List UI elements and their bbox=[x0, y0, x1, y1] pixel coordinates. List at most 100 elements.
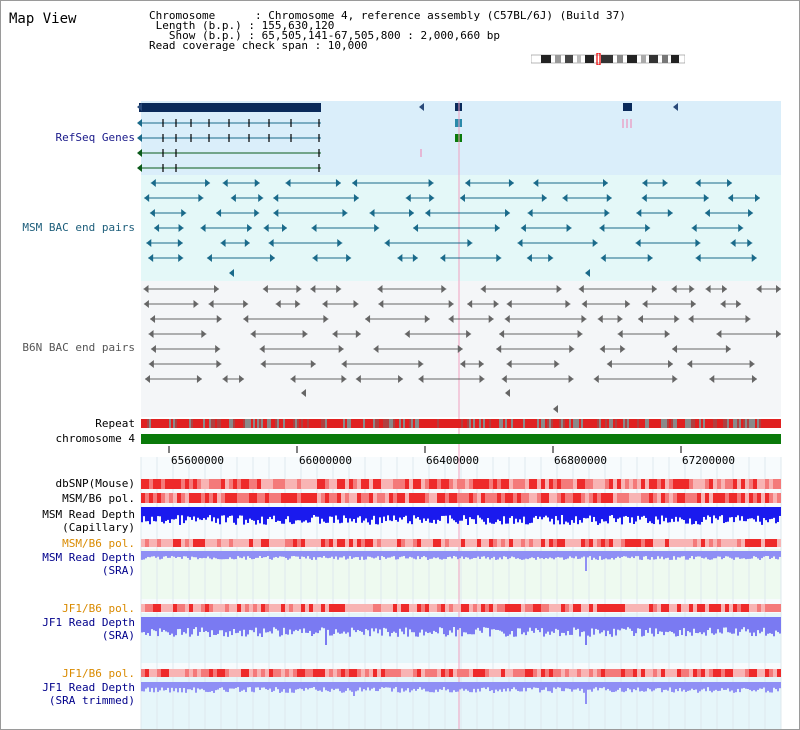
msm-bac-end-marker bbox=[150, 179, 156, 187]
read-depth-bar bbox=[641, 551, 643, 560]
repeat-mark bbox=[237, 419, 239, 428]
read-depth-bar bbox=[227, 682, 229, 693]
repeat-mark bbox=[255, 419, 257, 428]
polymorphism-mark bbox=[697, 604, 701, 612]
read-depth-bar bbox=[547, 617, 549, 632]
polymorphism-mark bbox=[457, 479, 461, 489]
read-depth-bar bbox=[691, 617, 693, 636]
polymorphism-mark bbox=[329, 669, 333, 677]
read-depth-bar bbox=[641, 507, 643, 517]
read-depth-bar bbox=[767, 507, 769, 523]
read-depth-bar bbox=[391, 617, 393, 633]
polymorphism-mark bbox=[777, 539, 781, 547]
read-depth-bar bbox=[143, 551, 145, 560]
read-depth-bar bbox=[757, 551, 759, 559]
read-depth-bar bbox=[223, 507, 225, 516]
polymorphism-mark bbox=[357, 604, 361, 612]
polymorphism-mark bbox=[661, 669, 665, 677]
polymorphism-mark bbox=[713, 604, 717, 612]
polymorphism-mark bbox=[513, 479, 517, 489]
read-depth-bar bbox=[315, 617, 317, 633]
polymorphism-mark bbox=[685, 604, 689, 612]
read-depth-bar bbox=[655, 507, 657, 517]
repeat-mark bbox=[245, 419, 247, 428]
read-depth-bar bbox=[441, 551, 443, 560]
repeat-mark bbox=[569, 419, 571, 428]
repeat-mark bbox=[493, 419, 495, 428]
polymorphism-mark bbox=[713, 479, 717, 489]
read-depth-bar bbox=[455, 682, 457, 692]
read-depth-bar bbox=[479, 682, 481, 692]
read-depth-bar bbox=[635, 617, 637, 634]
read-depth-bar bbox=[669, 551, 671, 560]
polymorphism-mark bbox=[521, 669, 525, 677]
chromosome-ideogram[interactable] bbox=[531, 53, 685, 65]
read-depth-bar bbox=[737, 551, 739, 558]
b6n-bac-end-marker bbox=[377, 285, 383, 293]
polymorphism-mark bbox=[305, 604, 309, 612]
read-depth-bar bbox=[301, 507, 303, 523]
repeat-mark bbox=[405, 419, 407, 428]
polymorphism-mark bbox=[585, 479, 589, 489]
polymorphism-mark bbox=[185, 539, 189, 547]
polymorphism-mark bbox=[325, 539, 329, 547]
polymorphism-mark bbox=[361, 604, 365, 612]
read-depth-bar bbox=[571, 682, 573, 692]
read-depth-bar bbox=[259, 551, 261, 557]
read-depth-bar bbox=[339, 682, 341, 692]
repeat-mark bbox=[733, 419, 735, 428]
repeat-mark bbox=[705, 419, 707, 428]
polymorphism-mark bbox=[173, 604, 177, 612]
read-depth-bar bbox=[313, 507, 315, 516]
polymorphism-mark bbox=[685, 539, 689, 547]
repeat-mark bbox=[551, 419, 553, 428]
ideogram-position-marker bbox=[596, 53, 601, 65]
msm-bac-end-marker bbox=[254, 179, 260, 187]
polymorphism-mark bbox=[141, 539, 145, 547]
b6n-bac-end-marker bbox=[577, 330, 583, 338]
read-depth-bar bbox=[715, 682, 717, 690]
read-depth-bar bbox=[159, 682, 161, 691]
read-depth-bar bbox=[669, 617, 671, 632]
read-depth-bar bbox=[469, 617, 471, 635]
polymorphism-mark bbox=[301, 604, 305, 612]
polymorphism-mark bbox=[297, 493, 301, 503]
read-depth-bar bbox=[635, 551, 637, 557]
read-depth-bar bbox=[719, 617, 721, 633]
read-depth-bar bbox=[463, 682, 465, 691]
read-depth-bar bbox=[189, 617, 191, 637]
read-depth-bar bbox=[381, 617, 383, 636]
read-depth-bar bbox=[453, 551, 455, 557]
polymorphism-mark bbox=[465, 669, 469, 677]
repeat-mark bbox=[773, 419, 775, 428]
read-depth-bar bbox=[215, 551, 217, 559]
read-depth-bar bbox=[365, 617, 367, 629]
b6n-bac-end-marker bbox=[193, 300, 199, 308]
read-depth-bar bbox=[655, 617, 657, 629]
read-depth-bar bbox=[179, 551, 181, 558]
read-depth-bar bbox=[327, 507, 329, 523]
polymorphism-mark bbox=[373, 669, 377, 677]
read-depth-bar bbox=[245, 551, 247, 560]
read-depth-bar bbox=[467, 507, 469, 525]
polymorphism-mark bbox=[261, 669, 265, 677]
polymorphism-mark bbox=[181, 493, 185, 503]
b6n-bac-end-marker bbox=[441, 285, 447, 293]
polymorphism-mark bbox=[329, 539, 333, 547]
read-depth-bar bbox=[473, 507, 475, 520]
polymorphism-mark bbox=[509, 669, 513, 677]
read-depth-bar bbox=[769, 682, 771, 693]
read-depth-bar bbox=[625, 507, 627, 516]
read-depth-bar bbox=[483, 507, 485, 522]
read-depth-bar bbox=[593, 507, 595, 517]
repeat-mark bbox=[645, 419, 647, 428]
polymorphism-mark bbox=[749, 493, 753, 503]
read-depth-bar bbox=[269, 551, 271, 560]
repeat-mark bbox=[517, 419, 519, 428]
b6n-bac-end-marker bbox=[505, 389, 510, 397]
read-depth-bar bbox=[663, 507, 665, 522]
read-depth-bar bbox=[525, 682, 527, 692]
polymorphism-mark bbox=[237, 493, 241, 503]
polymorphism-mark bbox=[425, 539, 429, 547]
